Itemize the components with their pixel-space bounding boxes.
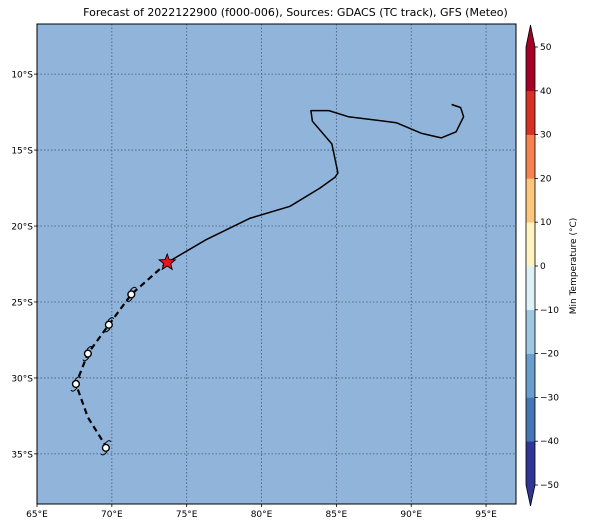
colorbar-tick-label: −50 (540, 481, 559, 491)
colorbar-segment (526, 222, 535, 267)
latitude-ticks: 10°S 15°S 20°S 25°S 30°S 35°S (11, 71, 37, 460)
colorbar-tick-label: −20 (540, 350, 559, 360)
cyclone-arm-top (129, 286, 137, 291)
colorbar-segment (526, 266, 535, 311)
colorbar-extend-top (526, 25, 535, 47)
colorbar-segment (526, 441, 535, 486)
colorbar-tick-label: 40 (540, 87, 552, 97)
y-tick-label: 10°S (11, 71, 33, 81)
cyclone-arm-top (74, 376, 82, 381)
x-tick-label: 80°E (251, 510, 273, 520)
y-tick-label: 30°S (11, 374, 33, 384)
x-tick-label: 65°E (26, 510, 48, 520)
map-frame (36, 23, 517, 505)
cyclone-center (127, 290, 136, 299)
cyclone-symbol (70, 376, 82, 392)
cyclone-arm-bottom (125, 298, 133, 302)
x-tick-label: 95°E (475, 510, 497, 520)
cyclone-arm-bottom (70, 387, 78, 392)
colorbar-segment (526, 90, 535, 135)
cyclone-symbol (103, 317, 115, 333)
cyclone-symbol (125, 286, 137, 302)
y-tick-label: 35°S (11, 450, 33, 460)
axes-frame (36, 23, 517, 505)
colorbar-tick-label: −30 (540, 393, 559, 403)
y-tick-label: 25°S (11, 298, 33, 308)
cyclone-center (101, 443, 110, 452)
cyclone-center (71, 379, 81, 389)
cyclone-center (104, 320, 113, 329)
map-gridlines (37, 24, 516, 504)
colorbar-tick-label: 50 (540, 43, 552, 53)
forecast-points (70, 252, 177, 456)
x-tick-label: 75°E (176, 510, 198, 520)
ocean-fill (37, 24, 516, 504)
colorbar-tick-label: 30 (540, 131, 552, 141)
map-title: Forecast of 2022122900 (f000-006), Sourc… (83, 6, 508, 19)
colorbar-segment (526, 353, 535, 398)
colorbar: −50 −40 −30 −20 −10 0 10 20 30 40 50 Min Temperatur… (525, 24, 579, 507)
current-position-star (157, 252, 177, 271)
colorbar-tick-label: 20 (540, 174, 552, 184)
cyclone-arm-top (107, 317, 115, 322)
y-tick-label: 20°S (11, 223, 33, 233)
cyclone-center (83, 349, 92, 358)
x-tick-label: 70°E (101, 510, 123, 520)
x-tick-label: 90°E (400, 510, 422, 520)
colorbar-segment (526, 134, 535, 179)
cyclone-symbol (100, 440, 112, 456)
colorbar-label: Min Temperature (°C) (569, 218, 579, 315)
colorbar-segment (526, 397, 535, 442)
cyclone-arm-bottom (82, 357, 90, 362)
colorbar-tick-label: 10 (540, 218, 552, 228)
colorbar-segment (526, 178, 535, 223)
cyclone-arm-bottom (100, 451, 108, 456)
longitude-ticks: 65°E 70°E 75°E 80°E 85°E 90°E 95°E (26, 504, 497, 520)
cyclone-arm-top (104, 440, 112, 445)
colorbar-tick-label: −40 (540, 437, 559, 447)
colorbar-segment (526, 309, 535, 354)
past-track-line (166, 103, 465, 264)
colorbar-segment (526, 47, 535, 92)
x-tick-label: 85°E (326, 510, 348, 520)
map-background (37, 24, 516, 504)
y-tick-label: 15°S (11, 147, 33, 157)
colorbar-tick-label: −10 (540, 306, 559, 316)
cyclone-symbol (82, 346, 94, 362)
colorbar-extend-bottom (526, 485, 535, 506)
cyclone-arm-top (86, 346, 94, 350)
colorbar-tick-label: 0 (540, 262, 546, 272)
cyclone-arm-bottom (103, 328, 111, 333)
